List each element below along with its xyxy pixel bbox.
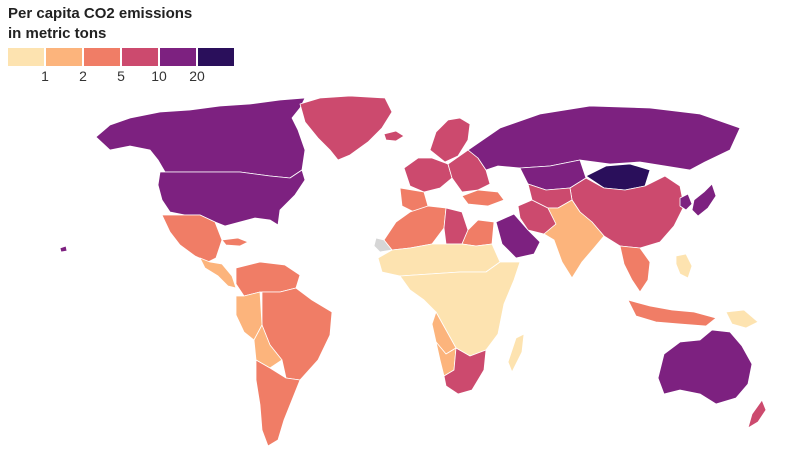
legend-swatch-0: [8, 48, 44, 66]
region-canada-alaska[interactable]: Canada/Alaska: [95, 97, 306, 179]
region-north-africa[interactable]: North Africa: [383, 205, 447, 251]
legend-tick-label: 2: [79, 68, 87, 84]
region-saudi-arabia[interactable]: Saudi Arabia: [495, 213, 541, 259]
legend-tick-label: 10: [151, 68, 167, 84]
legend-swatch-5: [198, 48, 234, 66]
region-new-zealand[interactable]: New Zealand: [747, 399, 767, 429]
legend-swatch-1: [46, 48, 82, 66]
legend-swatch-3: [122, 48, 158, 66]
legend-title-line1: Per capita CO2 emissions: [8, 5, 193, 22]
region-japan[interactable]: Japan: [691, 183, 717, 217]
region-korea[interactable]: Korea: [679, 193, 693, 211]
region-sub-saharan-africa[interactable]: Sub-Saharan Africa: [399, 261, 521, 357]
region-mexico[interactable]: Mexico: [161, 214, 223, 263]
region-turkey[interactable]: Turkey: [461, 189, 505, 207]
region-egypt[interactable]: Egypt: [461, 219, 495, 247]
legend-swatch-2: [84, 48, 120, 66]
legend-tick-label: 5: [117, 68, 125, 84]
region-chile-argentina[interactable]: Chile/Argentina: [255, 359, 301, 447]
region-cuba[interactable]: Cuba: [221, 237, 249, 247]
legend-ticks: 1 2 5 10 20: [8, 66, 248, 84]
region-central-america[interactable]: Central America: [199, 257, 237, 289]
legend-title-line2: in metric tons: [8, 25, 107, 42]
region-philippines[interactable]: Philippines: [675, 253, 693, 279]
region-western-europe[interactable]: Western Europe: [403, 157, 453, 193]
legend-tick-label: 20: [189, 68, 205, 84]
region-iceland[interactable]: Iceland: [383, 130, 405, 142]
region-papua-new-guinea[interactable]: Papua New Guinea: [725, 309, 759, 329]
region-scandinavia[interactable]: Scandinavia: [429, 117, 471, 163]
region-australia[interactable]: Australia: [657, 329, 753, 405]
legend-swatch-4: [160, 48, 196, 66]
region-russia[interactable]: Russia: [467, 105, 741, 171]
region-indonesia[interactable]: Indonesia: [627, 299, 717, 327]
region-united-states[interactable]: United States: [157, 169, 306, 227]
region-hawaii[interactable]: Hawaii: [59, 245, 68, 253]
legend-color-bar: [8, 48, 248, 66]
region-greenland[interactable]: Greenland: [299, 95, 393, 161]
legend-tick-label: 1: [41, 68, 49, 84]
region-madagascar[interactable]: Madagascar: [507, 333, 525, 373]
legend: Per capita CO2 emissions in metric tons …: [8, 4, 248, 84]
region-south-africa[interactable]: South Africa: [443, 347, 487, 395]
region-south-asia[interactable]: South Asia: [543, 199, 605, 279]
region-western-sahara[interactable]: Western Sahara: [373, 237, 393, 253]
region-southeast-asia[interactable]: Southeast Asia: [619, 245, 651, 293]
